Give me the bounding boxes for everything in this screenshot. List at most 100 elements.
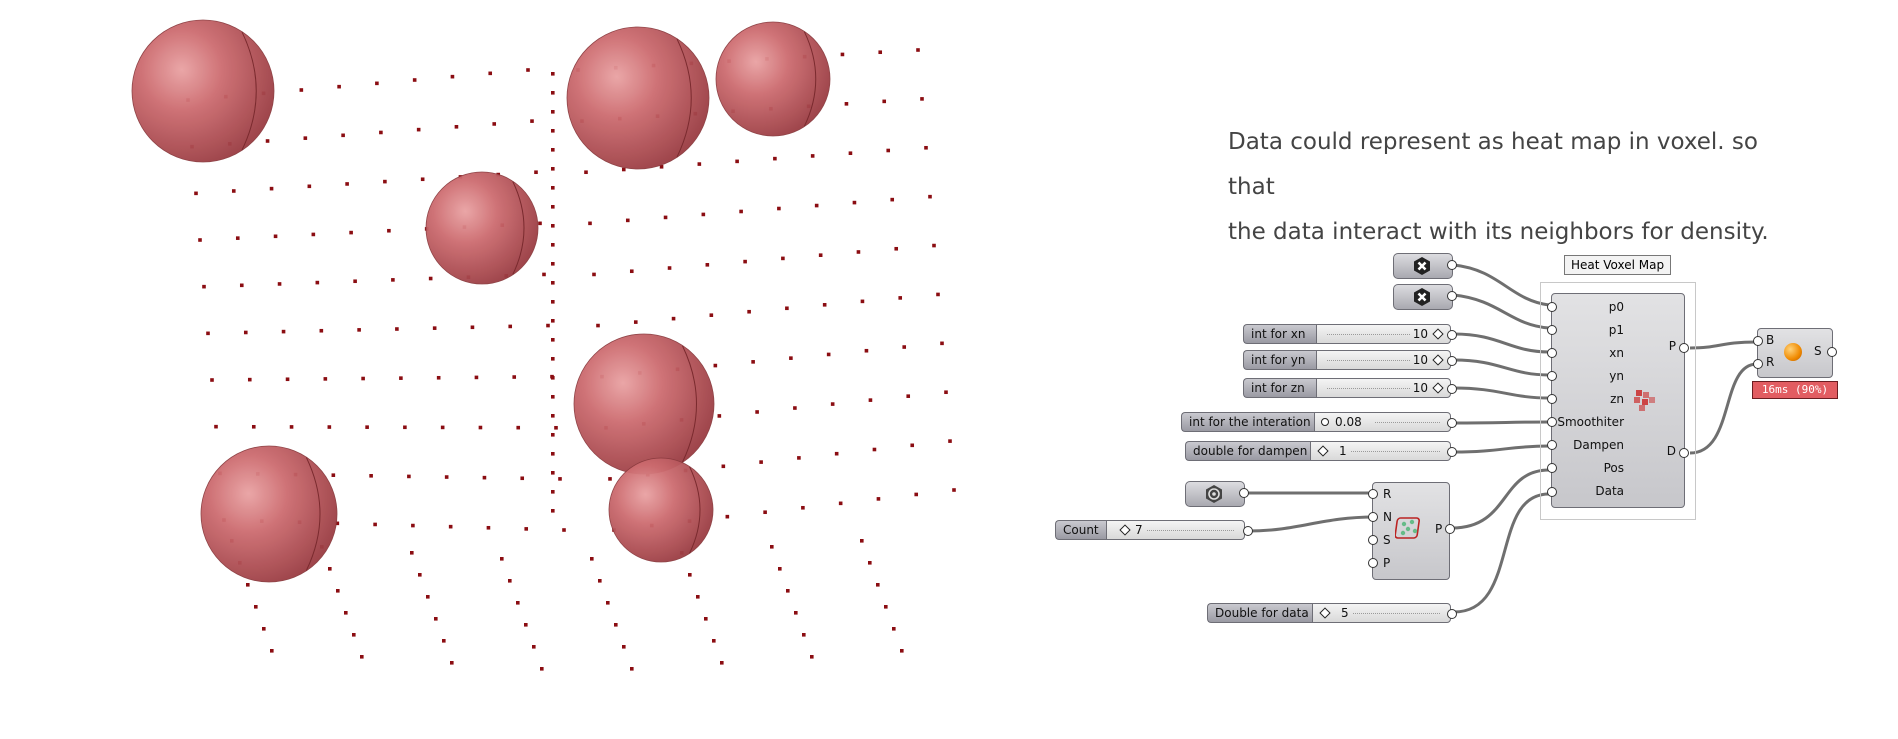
slider-track[interactable]: 1 — [1310, 441, 1451, 461]
input-p0-label: p0 — [1608, 300, 1624, 314]
voxel-point — [353, 279, 357, 284]
output-port[interactable] — [1679, 448, 1689, 458]
voxel-point — [584, 170, 588, 175]
sphere-seam — [676, 38, 692, 158]
voxel-point — [270, 649, 274, 653]
input-port[interactable] — [1547, 302, 1557, 312]
output-port[interactable] — [1239, 488, 1249, 498]
rhino-viewport[interactable] — [0, 0, 1000, 734]
voxel-point — [315, 280, 320, 285]
voxel-point — [450, 74, 455, 79]
voxel-point — [763, 510, 767, 515]
voxel-point — [508, 579, 512, 583]
input-port[interactable] — [1547, 487, 1557, 497]
heat-voxel-map-component[interactable]: p0 p1 xn yn zn Smoothiter Dampen Pos Dat… — [1551, 293, 1685, 508]
voxel-point — [551, 281, 555, 285]
voxel-point — [910, 443, 915, 448]
geometry-param[interactable] — [1185, 481, 1245, 507]
voxel-point — [206, 331, 210, 336]
slider-track[interactable]: 7 — [1106, 520, 1245, 540]
output-port[interactable] — [1447, 330, 1457, 340]
slider-xn[interactable]: int for xn 10 — [1243, 324, 1451, 344]
slider-zn[interactable]: int for zn 10 — [1243, 378, 1451, 398]
slider-knob[interactable] — [1432, 354, 1444, 366]
output-port[interactable] — [1445, 524, 1455, 534]
slider-knob[interactable] — [1432, 328, 1444, 340]
voxel-point — [872, 447, 877, 452]
output-port[interactable] — [1447, 260, 1457, 270]
slider-track[interactable]: 0.08 — [1314, 412, 1451, 432]
output-port[interactable] — [1447, 609, 1457, 619]
voxel-point — [551, 72, 555, 76]
voxel-point — [551, 433, 555, 437]
voxel-point — [262, 627, 266, 631]
voxel-point — [720, 661, 724, 665]
description-line-2: the data interact with its neighbors for… — [1228, 219, 1769, 245]
slider-value: 10 — [1412, 353, 1428, 367]
input-port[interactable] — [1753, 336, 1763, 346]
output-port[interactable] — [1243, 526, 1253, 536]
slider-dampen[interactable]: double for dampen 1 — [1185, 441, 1451, 461]
output-port[interactable] — [1447, 291, 1457, 301]
input-port[interactable] — [1368, 512, 1378, 522]
custom-preview-component[interactable]: B R S — [1757, 328, 1833, 378]
slider-count[interactable]: Count 7 — [1055, 520, 1245, 540]
slider-track[interactable]: 10 — [1316, 378, 1451, 398]
output-port[interactable] — [1447, 384, 1457, 394]
voxel-point — [786, 589, 790, 593]
slider-knob[interactable] — [1317, 445, 1329, 457]
slider-knob[interactable] — [1321, 418, 1329, 426]
output-port[interactable] — [1447, 447, 1457, 457]
input-port[interactable] — [1547, 440, 1557, 450]
voxel-point — [323, 377, 328, 381]
voxel-point — [442, 639, 446, 643]
voxel-point — [327, 425, 332, 429]
voxel-point — [403, 425, 407, 430]
slider-data[interactable]: Double for data 5 — [1207, 603, 1451, 623]
voxel-point — [265, 139, 270, 143]
voxel-point — [395, 327, 399, 331]
slider-track[interactable]: 5 — [1312, 603, 1451, 623]
output-port[interactable] — [1679, 343, 1689, 353]
slider-iteration[interactable]: int for the interation 0.08 — [1181, 412, 1451, 432]
input-port[interactable] — [1547, 325, 1557, 335]
input-port[interactable] — [1368, 535, 1378, 545]
voxel-point — [551, 167, 555, 171]
output-port[interactable] — [1827, 347, 1837, 357]
voxel-point — [254, 605, 258, 609]
input-port[interactable] — [1753, 359, 1763, 369]
voxel-point — [747, 309, 751, 314]
voxel-point-cloud — [131, 19, 956, 671]
input-port[interactable] — [1368, 489, 1378, 499]
voxel-point — [551, 338, 555, 342]
slider-track[interactable]: 10 — [1316, 350, 1451, 370]
voxel-point — [614, 623, 618, 627]
voxel-point — [516, 601, 520, 605]
slider-yn[interactable]: int for yn 10 — [1243, 350, 1451, 370]
voxel-point — [551, 110, 555, 114]
input-port[interactable] — [1547, 463, 1557, 473]
voxel-point — [697, 162, 702, 166]
voxel-point — [420, 177, 425, 182]
input-port[interactable] — [1368, 558, 1378, 568]
sphere-seam — [241, 31, 257, 151]
input-port[interactable] — [1547, 348, 1557, 358]
voxel-point — [878, 50, 883, 55]
output-port[interactable] — [1447, 418, 1457, 428]
wire — [1453, 444, 1550, 454]
sphere-seam — [305, 457, 321, 571]
slider-track[interactable]: 10 — [1316, 324, 1451, 344]
slider-knob[interactable] — [1119, 524, 1131, 536]
input-port[interactable] — [1547, 371, 1557, 381]
input-port[interactable] — [1547, 417, 1557, 427]
populate-3d-component[interactable]: R N S P P — [1372, 482, 1450, 580]
voxel-point — [551, 414, 555, 418]
point-param-p0[interactable] — [1393, 253, 1453, 279]
output-port[interactable] — [1447, 356, 1457, 366]
voxel-point — [840, 52, 845, 57]
input-port[interactable] — [1547, 394, 1557, 404]
density-sphere — [566, 26, 710, 170]
point-param-p1[interactable] — [1393, 284, 1453, 310]
slider-knob[interactable] — [1432, 382, 1444, 394]
slider-knob[interactable] — [1319, 607, 1331, 619]
